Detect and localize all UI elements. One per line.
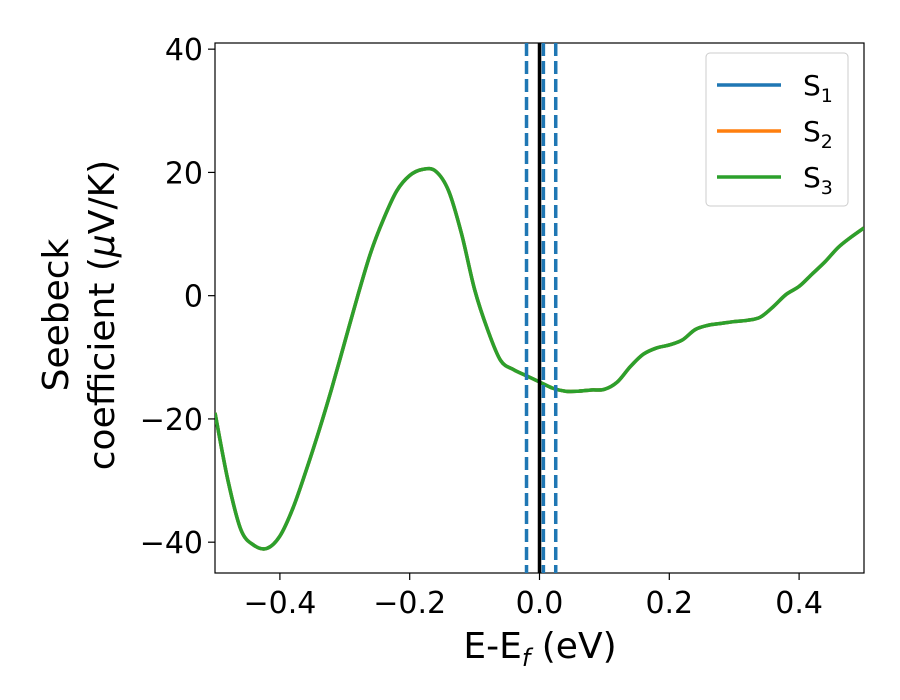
x-tick-label: 0.0 [516, 586, 564, 621]
y-axis-label-line2-suffix: V/K) [82, 160, 123, 234]
y-tick-label: −20 [140, 403, 203, 438]
x-tick-label: 0.4 [775, 586, 823, 621]
y-tick-label: 0 [184, 280, 203, 315]
y-axis-label-line2: coefficient (μV/K) [82, 160, 123, 470]
reference-lines [524, 43, 558, 573]
y-axis-label: Seebeck coefficient (μV/K) [36, 160, 123, 470]
legend: S1 S2 S3 [705, 52, 849, 207]
x-tick-label: −0.4 [243, 586, 316, 621]
x-tick-label: 0.2 [645, 586, 693, 621]
x-axis-label-main: E-E [463, 626, 521, 667]
y-axis-label-line2-prefix: coefficient ( [82, 257, 123, 470]
x-tick-label: −0.2 [373, 586, 446, 621]
x-axis-label-tail: (eV) [530, 626, 616, 667]
y-axis-ticks: −40 −20 0 20 40 [140, 33, 215, 561]
legend-label-s1: S1 [803, 69, 833, 107]
x-axis-ticks: −0.4 −0.2 0.0 0.2 0.4 [243, 573, 823, 621]
legend-label-s2: S2 [803, 115, 833, 153]
y-axis-label-mu: μ [82, 234, 123, 258]
legend-label-s3: S3 [803, 161, 833, 199]
y-axis-label-line1: Seebeck [36, 238, 77, 391]
plot-area [214, 42, 865, 574]
y-tick-label: 20 [165, 156, 203, 191]
y-tick-label: 40 [165, 33, 203, 68]
y-tick-label: −40 [140, 526, 203, 561]
x-axis-label: E-Ef (eV) [463, 626, 616, 672]
